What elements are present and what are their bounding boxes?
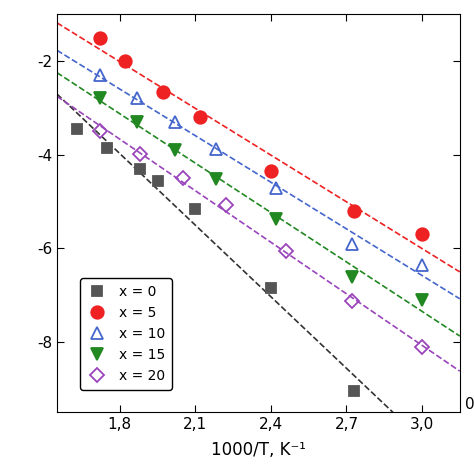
x = 15 — [173, 147, 178, 153]
x = 5 — [122, 58, 128, 64]
Line: x = 0: x = 0 — [72, 124, 359, 396]
x = 15 — [419, 297, 425, 303]
x = 15 — [135, 119, 140, 125]
x = 15 — [349, 273, 355, 279]
x = 10 — [135, 95, 140, 100]
x = 10 — [97, 72, 102, 78]
x = 10 — [349, 241, 355, 246]
x = 20 — [223, 202, 228, 208]
x = 20 — [137, 151, 143, 156]
x = 5 — [268, 168, 274, 174]
x = 0 — [74, 126, 80, 132]
x = 0 — [268, 285, 274, 291]
Line: x = 20: x = 20 — [95, 127, 427, 352]
x = 10 — [273, 186, 279, 191]
Text: 0: 0 — [465, 397, 474, 412]
x = 0 — [137, 166, 143, 172]
x = 0 — [104, 145, 110, 151]
x = 20 — [349, 298, 355, 304]
x = 15 — [97, 95, 102, 100]
x = 0 — [351, 389, 357, 394]
x = 10 — [419, 262, 425, 268]
x = 5 — [351, 208, 357, 214]
x = 5 — [160, 89, 165, 94]
Legend: x = 0, x = 5, x = 10, x = 15, x = 20: x = 0, x = 5, x = 10, x = 15, x = 20 — [80, 278, 172, 390]
Line: x = 10: x = 10 — [94, 70, 428, 270]
x = 10 — [213, 146, 219, 152]
x = 20 — [419, 344, 425, 350]
x = 5 — [419, 231, 425, 237]
x = 5 — [97, 35, 102, 40]
X-axis label: 1000/T, K⁻¹: 1000/T, K⁻¹ — [211, 440, 306, 458]
Line: x = 5: x = 5 — [93, 31, 428, 241]
x = 10 — [173, 119, 178, 125]
x = 20 — [180, 175, 186, 181]
Line: x = 15: x = 15 — [94, 92, 428, 306]
x = 0 — [155, 178, 160, 183]
x = 5 — [198, 114, 203, 120]
x = 20 — [97, 128, 102, 134]
x = 15 — [273, 217, 279, 222]
x = 15 — [213, 176, 219, 182]
x = 0 — [192, 206, 198, 211]
x = 20 — [283, 248, 289, 254]
